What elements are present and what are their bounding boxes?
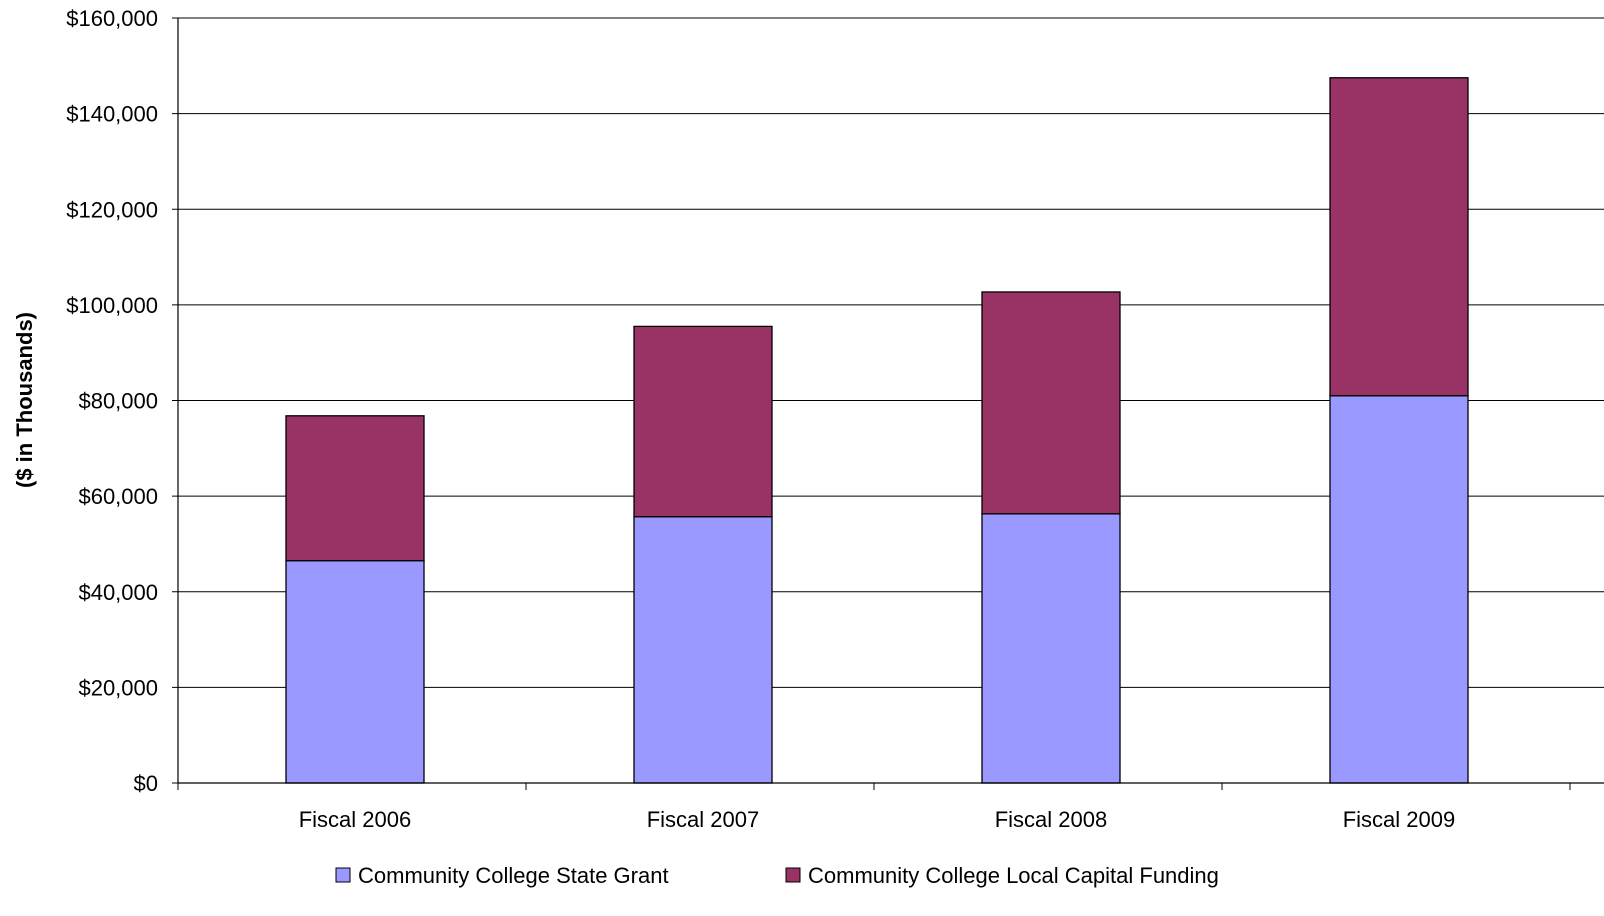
legend-label: Community College State Grant [358, 863, 669, 888]
y-tick-labels: $0 $20,000 $40,000 $60,000 $80,000 $100,000 $1… [66, 6, 158, 796]
x-tick-label: Fiscal 2008 [995, 807, 1108, 832]
legend: Community College State Grant Community C… [335, 863, 1219, 888]
y-tick-label: $100,000 [66, 293, 158, 318]
x-tick-labels: Fiscal 2006 Fiscal 2007 Fiscal 2008 Fiscal … [299, 807, 1456, 832]
legend-swatch [785, 867, 801, 883]
y-tick-label: $20,000 [78, 675, 158, 700]
x-tick-label: Fiscal 2007 [647, 807, 760, 832]
bar-segment-local-capital-3 [1329, 77, 1469, 397]
legend-label: Community College Local Capital Funding [808, 863, 1219, 888]
y-tick-label: $120,000 [66, 197, 158, 222]
bar-segment-state-grant-3 [1329, 395, 1469, 784]
y-axis-title: ($ in Thousands) [12, 312, 37, 488]
y-tick-label: $60,000 [78, 484, 158, 509]
y-tick-label: $160,000 [66, 6, 158, 31]
x-tick-label: Fiscal 2006 [299, 807, 412, 832]
bar-segment-state-grant-2 [981, 513, 1121, 784]
y-tick-label: $140,000 [66, 102, 158, 127]
bar-segment-local-capital-1 [633, 325, 773, 518]
bar-segment-local-capital-2 [981, 291, 1121, 515]
bars [285, 77, 1469, 784]
y-tick-label: $0 [134, 771, 158, 796]
bar-segment-state-grant-0 [285, 560, 425, 784]
y-tick-label: $40,000 [78, 580, 158, 605]
y-tick-label: $80,000 [78, 389, 158, 414]
bar-segment-state-grant-1 [633, 516, 773, 784]
axes [177, 18, 1604, 790]
bar-segment-local-capital-0 [285, 415, 425, 562]
legend-swatch [335, 867, 351, 883]
x-tick-label: Fiscal 2009 [1343, 807, 1456, 832]
